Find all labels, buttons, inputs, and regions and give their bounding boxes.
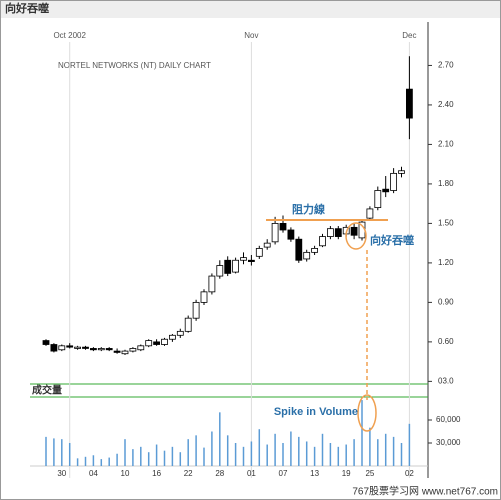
plot: Oct 2002 Nov Dec 03.0 0.60 0.90 1.20 1.50 1.80 2.… bbox=[42, 31, 461, 478]
candle-body bbox=[326, 228, 334, 237]
y-tick-label: 2.40 bbox=[438, 100, 454, 109]
candle-body bbox=[240, 257, 247, 261]
y-tick-label: 0.90 bbox=[438, 297, 454, 306]
candle-body bbox=[192, 301, 200, 319]
candle-body bbox=[90, 348, 97, 351]
x-tick-label: 07 bbox=[279, 469, 288, 478]
page-title: 向好吞噬 bbox=[5, 1, 49, 15]
candle-body bbox=[208, 275, 216, 293]
header-bar bbox=[1, 1, 500, 18]
y-tick-label: 1.20 bbox=[438, 258, 454, 267]
y-tick-label: 2.10 bbox=[438, 140, 454, 149]
candle-body bbox=[287, 229, 295, 240]
spike-circle bbox=[357, 394, 377, 432]
candle-body bbox=[303, 251, 311, 260]
candle-body bbox=[50, 344, 58, 352]
candle-body bbox=[184, 317, 192, 332]
candle-body bbox=[279, 223, 287, 231]
x-tick-label: 04 bbox=[89, 469, 98, 478]
candle-body bbox=[121, 350, 129, 355]
y-tick-label: 1.80 bbox=[438, 179, 454, 188]
candle-body bbox=[366, 208, 374, 219]
month-label: Dec bbox=[402, 31, 416, 40]
candle-body bbox=[97, 348, 105, 351]
candle-body bbox=[247, 259, 255, 262]
candle-body bbox=[390, 172, 398, 191]
candle-body bbox=[350, 226, 358, 236]
candle-body bbox=[168, 334, 176, 340]
pattern-label: 向好吞噬 bbox=[370, 233, 414, 247]
x-tick-label: 02 bbox=[405, 469, 414, 478]
candle-body bbox=[216, 265, 224, 277]
chart-subtitle: NORTEL NETWORKS (NT) DAILY CHART bbox=[58, 61, 211, 70]
month-label: Nov bbox=[244, 31, 258, 40]
candle-body bbox=[145, 340, 153, 347]
resistance-label: 阻力線 bbox=[292, 202, 325, 216]
candle-body bbox=[255, 248, 263, 257]
candle-body bbox=[137, 345, 145, 351]
candle-body bbox=[42, 340, 50, 345]
y-tick-label: 0.60 bbox=[438, 337, 454, 346]
candle-body bbox=[405, 88, 413, 119]
x-tick-label: 25 bbox=[365, 469, 374, 478]
y-tick-label: 2.70 bbox=[438, 61, 454, 70]
candle-body bbox=[374, 190, 382, 209]
y-tick-label: 03.0 bbox=[438, 376, 454, 385]
candle-body bbox=[224, 259, 232, 274]
candle-body bbox=[200, 291, 208, 303]
candle-body bbox=[66, 345, 74, 348]
y2-tick-label: 30,000 bbox=[436, 438, 461, 447]
candle-body bbox=[161, 338, 168, 345]
candle-body bbox=[113, 350, 121, 353]
candle-body bbox=[153, 341, 161, 345]
candle-body bbox=[232, 259, 240, 273]
x-tick-label: 16 bbox=[152, 469, 161, 478]
x-tick-label: 10 bbox=[121, 469, 130, 478]
candle-body bbox=[129, 348, 137, 352]
volume-panel-label: 成交量 bbox=[32, 384, 62, 397]
candle-body bbox=[74, 346, 81, 349]
x-tick-label: 19 bbox=[342, 469, 351, 478]
candle-body bbox=[82, 346, 89, 349]
candle-body bbox=[271, 223, 279, 243]
candle-body bbox=[398, 170, 405, 174]
candle-body bbox=[334, 228, 342, 237]
watermark: 767股票学习网 www.net767.com bbox=[352, 485, 498, 498]
y-tick-label: 1.50 bbox=[438, 219, 454, 228]
x-tick-label: 30 bbox=[57, 469, 66, 478]
candle-body bbox=[295, 238, 303, 261]
pattern-circle bbox=[345, 222, 367, 250]
x-tick-label: 01 bbox=[247, 469, 256, 478]
candle-body bbox=[105, 348, 113, 351]
month-label: Oct 2002 bbox=[53, 31, 86, 40]
candle-body bbox=[58, 345, 66, 351]
spike-label: Spike in Volume bbox=[274, 406, 358, 418]
x-tick-label: 28 bbox=[215, 469, 224, 478]
y2-tick-label: 60,000 bbox=[436, 415, 461, 424]
candle-body bbox=[382, 188, 390, 193]
candle-body bbox=[311, 248, 319, 253]
x-tick-label: 13 bbox=[310, 469, 319, 478]
x-tick-label: 22 bbox=[184, 469, 193, 478]
candle-body bbox=[319, 236, 326, 247]
candle-body bbox=[176, 330, 184, 336]
candle-body bbox=[263, 242, 271, 248]
